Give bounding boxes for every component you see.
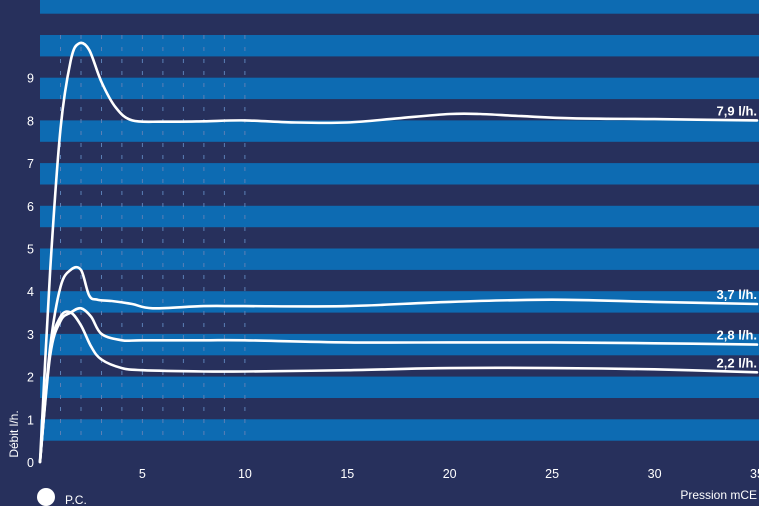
y-axis-title: Débit l/h. [7, 410, 21, 457]
y-tick-label: 3 [27, 328, 34, 342]
series-line [38, 265, 759, 464]
band [40, 35, 759, 57]
band [40, 0, 759, 14]
series-label: 2,2 l/h. [717, 355, 757, 370]
y-tick-label: 1 [27, 413, 34, 427]
legend: P.C. [37, 488, 87, 506]
legend-marker [37, 488, 55, 506]
series-line [38, 310, 759, 464]
y-tick-label: 2 [27, 371, 34, 385]
band [40, 205, 759, 228]
band [40, 163, 759, 185]
band [40, 120, 759, 142]
x-axis-title: Pression mCE [680, 488, 757, 502]
x-tick-label: 20 [443, 467, 457, 481]
x-tick-label: 15 [340, 467, 354, 481]
y-axis-ticks: 0 1 2 3 4 5 6 7 8 9 [27, 72, 34, 470]
series-label: 2,8 l/h. [717, 328, 757, 343]
series-label: 3,7 l/h. [717, 287, 757, 302]
band [40, 77, 759, 100]
x-tick-label: 5 [139, 467, 146, 481]
band [40, 333, 759, 356]
series-line [38, 41, 759, 464]
legend-label: P.C. [65, 493, 87, 506]
x-tick-label: 10 [238, 467, 252, 481]
y-tick-label: 0 [27, 456, 34, 470]
band [40, 419, 759, 441]
y-tick-label: 9 [27, 72, 34, 86]
y-tick-label: 8 [27, 114, 34, 128]
series-lines [38, 41, 759, 464]
y-tick-label: 4 [27, 285, 34, 299]
x-axis-ticks: 5 10 15 20 25 30 35 [139, 467, 759, 481]
band [40, 376, 759, 398]
background-bands [40, 0, 759, 441]
series-line [38, 306, 759, 464]
series-label: 7,9 l/h. [717, 103, 757, 118]
y-tick-label: 5 [27, 243, 34, 257]
x-tick-label: 35 [750, 467, 759, 481]
x-tick-label: 30 [648, 467, 662, 481]
series-labels: 7,9 l/h. 3,7 l/h. 2,8 l/h. 2,2 l/h. [717, 103, 757, 370]
band [40, 248, 759, 270]
x-tick-label: 25 [545, 467, 559, 481]
y-tick-label: 6 [27, 200, 34, 214]
y-tick-label: 7 [27, 157, 34, 171]
